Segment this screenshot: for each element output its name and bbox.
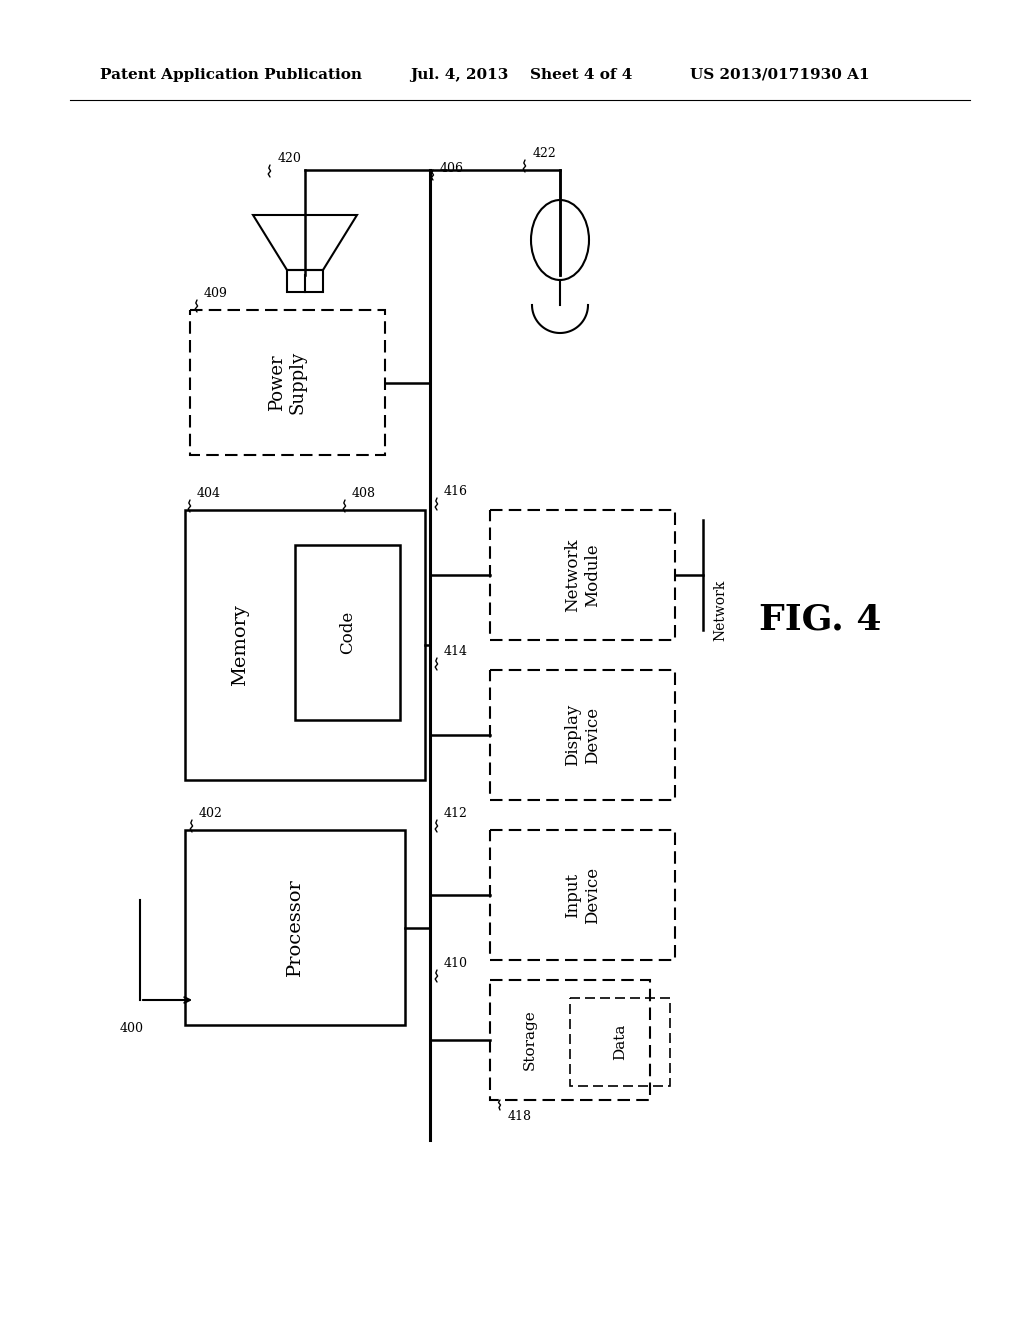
Text: 414: 414 — [444, 645, 468, 657]
Bar — [490, 830, 675, 960]
Text: Data: Data — [613, 1024, 627, 1060]
Text: Sheet 4 of 4: Sheet 4 of 4 — [530, 69, 633, 82]
Text: Memory: Memory — [231, 605, 249, 686]
Bar — [185, 830, 406, 1026]
Bar — [570, 998, 670, 1086]
Text: 410: 410 — [444, 957, 468, 970]
Text: 400: 400 — [120, 1022, 144, 1035]
Text: Patent Application Publication: Patent Application Publication — [100, 69, 362, 82]
Text: Storage: Storage — [523, 1010, 537, 1071]
Text: 404: 404 — [197, 487, 221, 500]
Text: 408: 408 — [352, 487, 376, 500]
Text: Network: Network — [713, 579, 727, 640]
Text: 418: 418 — [508, 1110, 532, 1123]
Text: 412: 412 — [444, 807, 468, 820]
Text: 402: 402 — [199, 807, 223, 820]
Text: FIG. 4: FIG. 4 — [759, 603, 882, 638]
Bar — [490, 671, 675, 800]
Bar — [190, 310, 385, 455]
Text: Jul. 4, 2013: Jul. 4, 2013 — [410, 69, 508, 82]
Text: Network
Module: Network Module — [564, 539, 601, 611]
Text: Code: Code — [339, 611, 356, 655]
Bar — [490, 979, 650, 1100]
Text: Display
Device: Display Device — [564, 704, 601, 766]
Text: Power
Supply: Power Supply — [268, 351, 307, 414]
Text: Input
Device: Input Device — [564, 866, 601, 924]
Text: Processor: Processor — [286, 879, 304, 977]
Bar — [295, 545, 400, 719]
Text: US 2013/0171930 A1: US 2013/0171930 A1 — [690, 69, 869, 82]
Text: 422: 422 — [534, 147, 557, 160]
Text: 416: 416 — [444, 484, 468, 498]
Bar — [490, 510, 675, 640]
Text: 420: 420 — [278, 152, 302, 165]
Bar — [185, 510, 425, 780]
Text: 406: 406 — [440, 162, 464, 176]
Text: 409: 409 — [204, 286, 228, 300]
